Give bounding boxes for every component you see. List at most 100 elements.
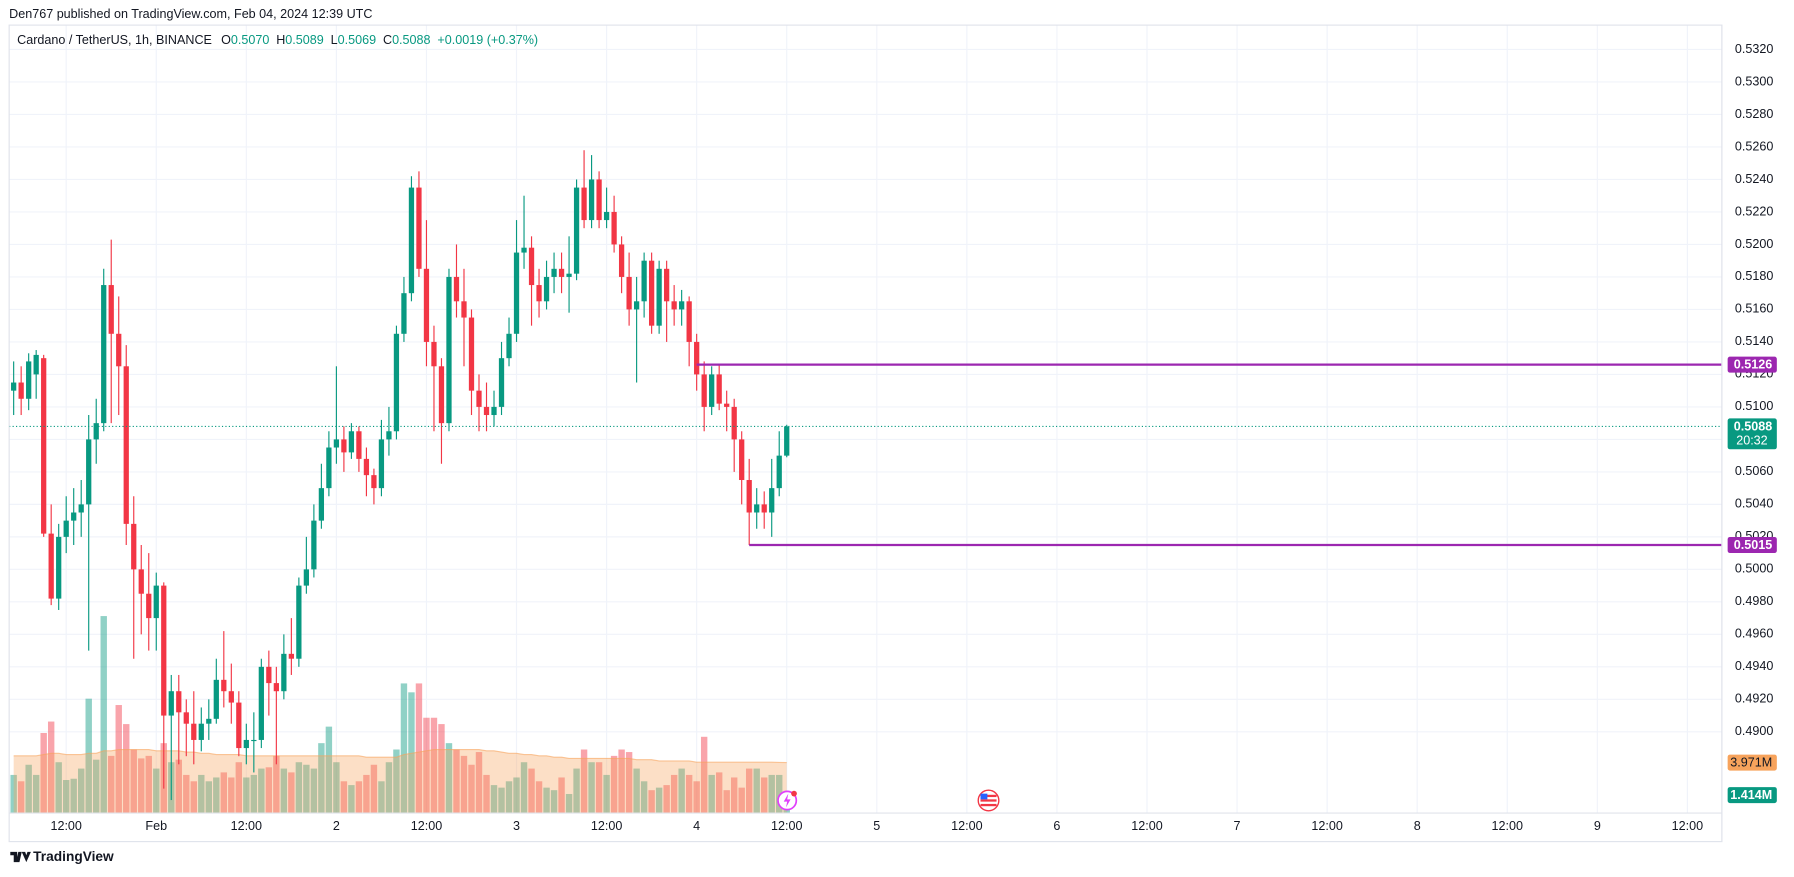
candle-body <box>213 679 219 719</box>
volume-bar <box>723 790 730 814</box>
candle-body <box>498 358 505 407</box>
x-tick-label: 12:00 <box>951 819 982 833</box>
volume-bar <box>768 774 775 814</box>
volume-bar <box>595 762 603 814</box>
volume-bar <box>535 781 543 814</box>
candle-body <box>641 260 647 302</box>
economic-event-icon[interactable] <box>977 789 1000 812</box>
volume-bar <box>198 774 205 814</box>
x-tick-label: Feb <box>145 819 167 833</box>
candle-body <box>551 268 557 277</box>
y-tick-label: 0.5280 <box>1735 107 1773 121</box>
candle-body <box>633 301 640 310</box>
candle-body <box>333 439 340 448</box>
volume-bar <box>588 762 595 814</box>
volume-bar <box>183 774 190 814</box>
grid <box>9 25 1722 814</box>
y-tick-label: 0.5140 <box>1735 334 1773 348</box>
candle-body <box>168 691 174 716</box>
candle-body <box>33 354 39 375</box>
candle-body <box>41 358 47 534</box>
volume-bar <box>776 774 783 814</box>
volume-bar <box>205 781 213 814</box>
volume-bar <box>333 762 340 814</box>
candle-body <box>228 691 234 703</box>
y-tick-label: 0.5180 <box>1735 269 1773 283</box>
candle-body <box>769 488 775 513</box>
volume-bar <box>348 785 355 814</box>
x-tick-label: 12:00 <box>1131 819 1162 833</box>
volume-bar <box>648 790 655 814</box>
candle-body <box>746 480 752 513</box>
volume-bar <box>738 787 745 814</box>
volume-bar <box>468 764 475 814</box>
volume-label: 1.414M <box>1730 788 1772 802</box>
x-tick-label: 2 <box>333 819 340 833</box>
candle-body <box>341 439 347 453</box>
candle-body <box>476 390 482 407</box>
candle-body <box>221 679 227 692</box>
volume-bar <box>753 768 760 814</box>
volume-bar <box>363 774 370 814</box>
volume-bar <box>663 785 670 814</box>
x-tick-label: 12:00 <box>50 819 81 833</box>
x-tick-label: 6 <box>1053 819 1060 833</box>
volume-bar <box>130 749 137 814</box>
candle-body <box>506 333 512 359</box>
volume-bar <box>190 781 197 814</box>
volume-bar <box>295 762 303 814</box>
volume-bar <box>655 787 663 814</box>
volume-bar <box>310 768 318 814</box>
volume-ma-area <box>13 749 787 814</box>
candle-body <box>754 504 760 513</box>
y-tick-label: 0.4980 <box>1735 594 1773 608</box>
level-label: 0.5126 <box>1734 358 1772 372</box>
candle-body <box>528 247 535 286</box>
volume-bar <box>460 755 468 814</box>
candle-body <box>513 252 520 334</box>
volume-bar <box>408 692 415 814</box>
volume-bar <box>558 777 565 814</box>
x-tick-label: 4 <box>693 819 700 833</box>
level-label-box <box>1727 537 1777 553</box>
candle-body <box>626 276 632 310</box>
volume-bar <box>123 724 130 814</box>
candle-body <box>78 504 84 513</box>
legend-value: 0.5088 <box>392 33 430 47</box>
candle-body <box>198 723 204 740</box>
candle-body <box>596 179 602 221</box>
candle-body <box>694 341 700 375</box>
volume-bar <box>258 768 265 814</box>
event-icon[interactable] <box>777 790 798 811</box>
volume-bar <box>415 683 423 814</box>
candle-body <box>146 593 152 619</box>
level-label: 0.5015 <box>1734 538 1772 552</box>
candle-body <box>543 276 550 302</box>
volume-bar <box>678 768 685 814</box>
countdown-label: 20:32 <box>1736 434 1767 448</box>
candle-body <box>26 361 32 399</box>
volume-bar <box>670 774 678 814</box>
volume-bar <box>243 777 250 814</box>
candle-body <box>296 585 302 659</box>
volume-bar <box>685 774 693 814</box>
volume-bar <box>40 732 47 814</box>
legend-change: +0.0019 (+0.37%) <box>437 33 538 47</box>
x-tick-label: 3 <box>513 819 520 833</box>
volume-bar <box>355 781 363 814</box>
volume-bar <box>438 724 445 814</box>
candle-body <box>709 374 715 407</box>
x-tick-label: 12:00 <box>1492 819 1523 833</box>
y-tick-label: 0.5000 <box>1735 562 1773 576</box>
header: Den767 published on TradingView.com, Feb… <box>9 7 372 21</box>
volume-bar <box>603 774 610 814</box>
volume-bar <box>213 777 220 814</box>
y-tick-label: 0.5040 <box>1735 497 1773 511</box>
level-label-box <box>1727 356 1777 373</box>
y-tick-label: 0.5260 <box>1735 139 1773 153</box>
candle-body <box>18 382 24 399</box>
y-tick-label: 0.5320 <box>1735 42 1773 56</box>
candle-body <box>446 276 452 424</box>
volume-bar <box>430 717 438 814</box>
